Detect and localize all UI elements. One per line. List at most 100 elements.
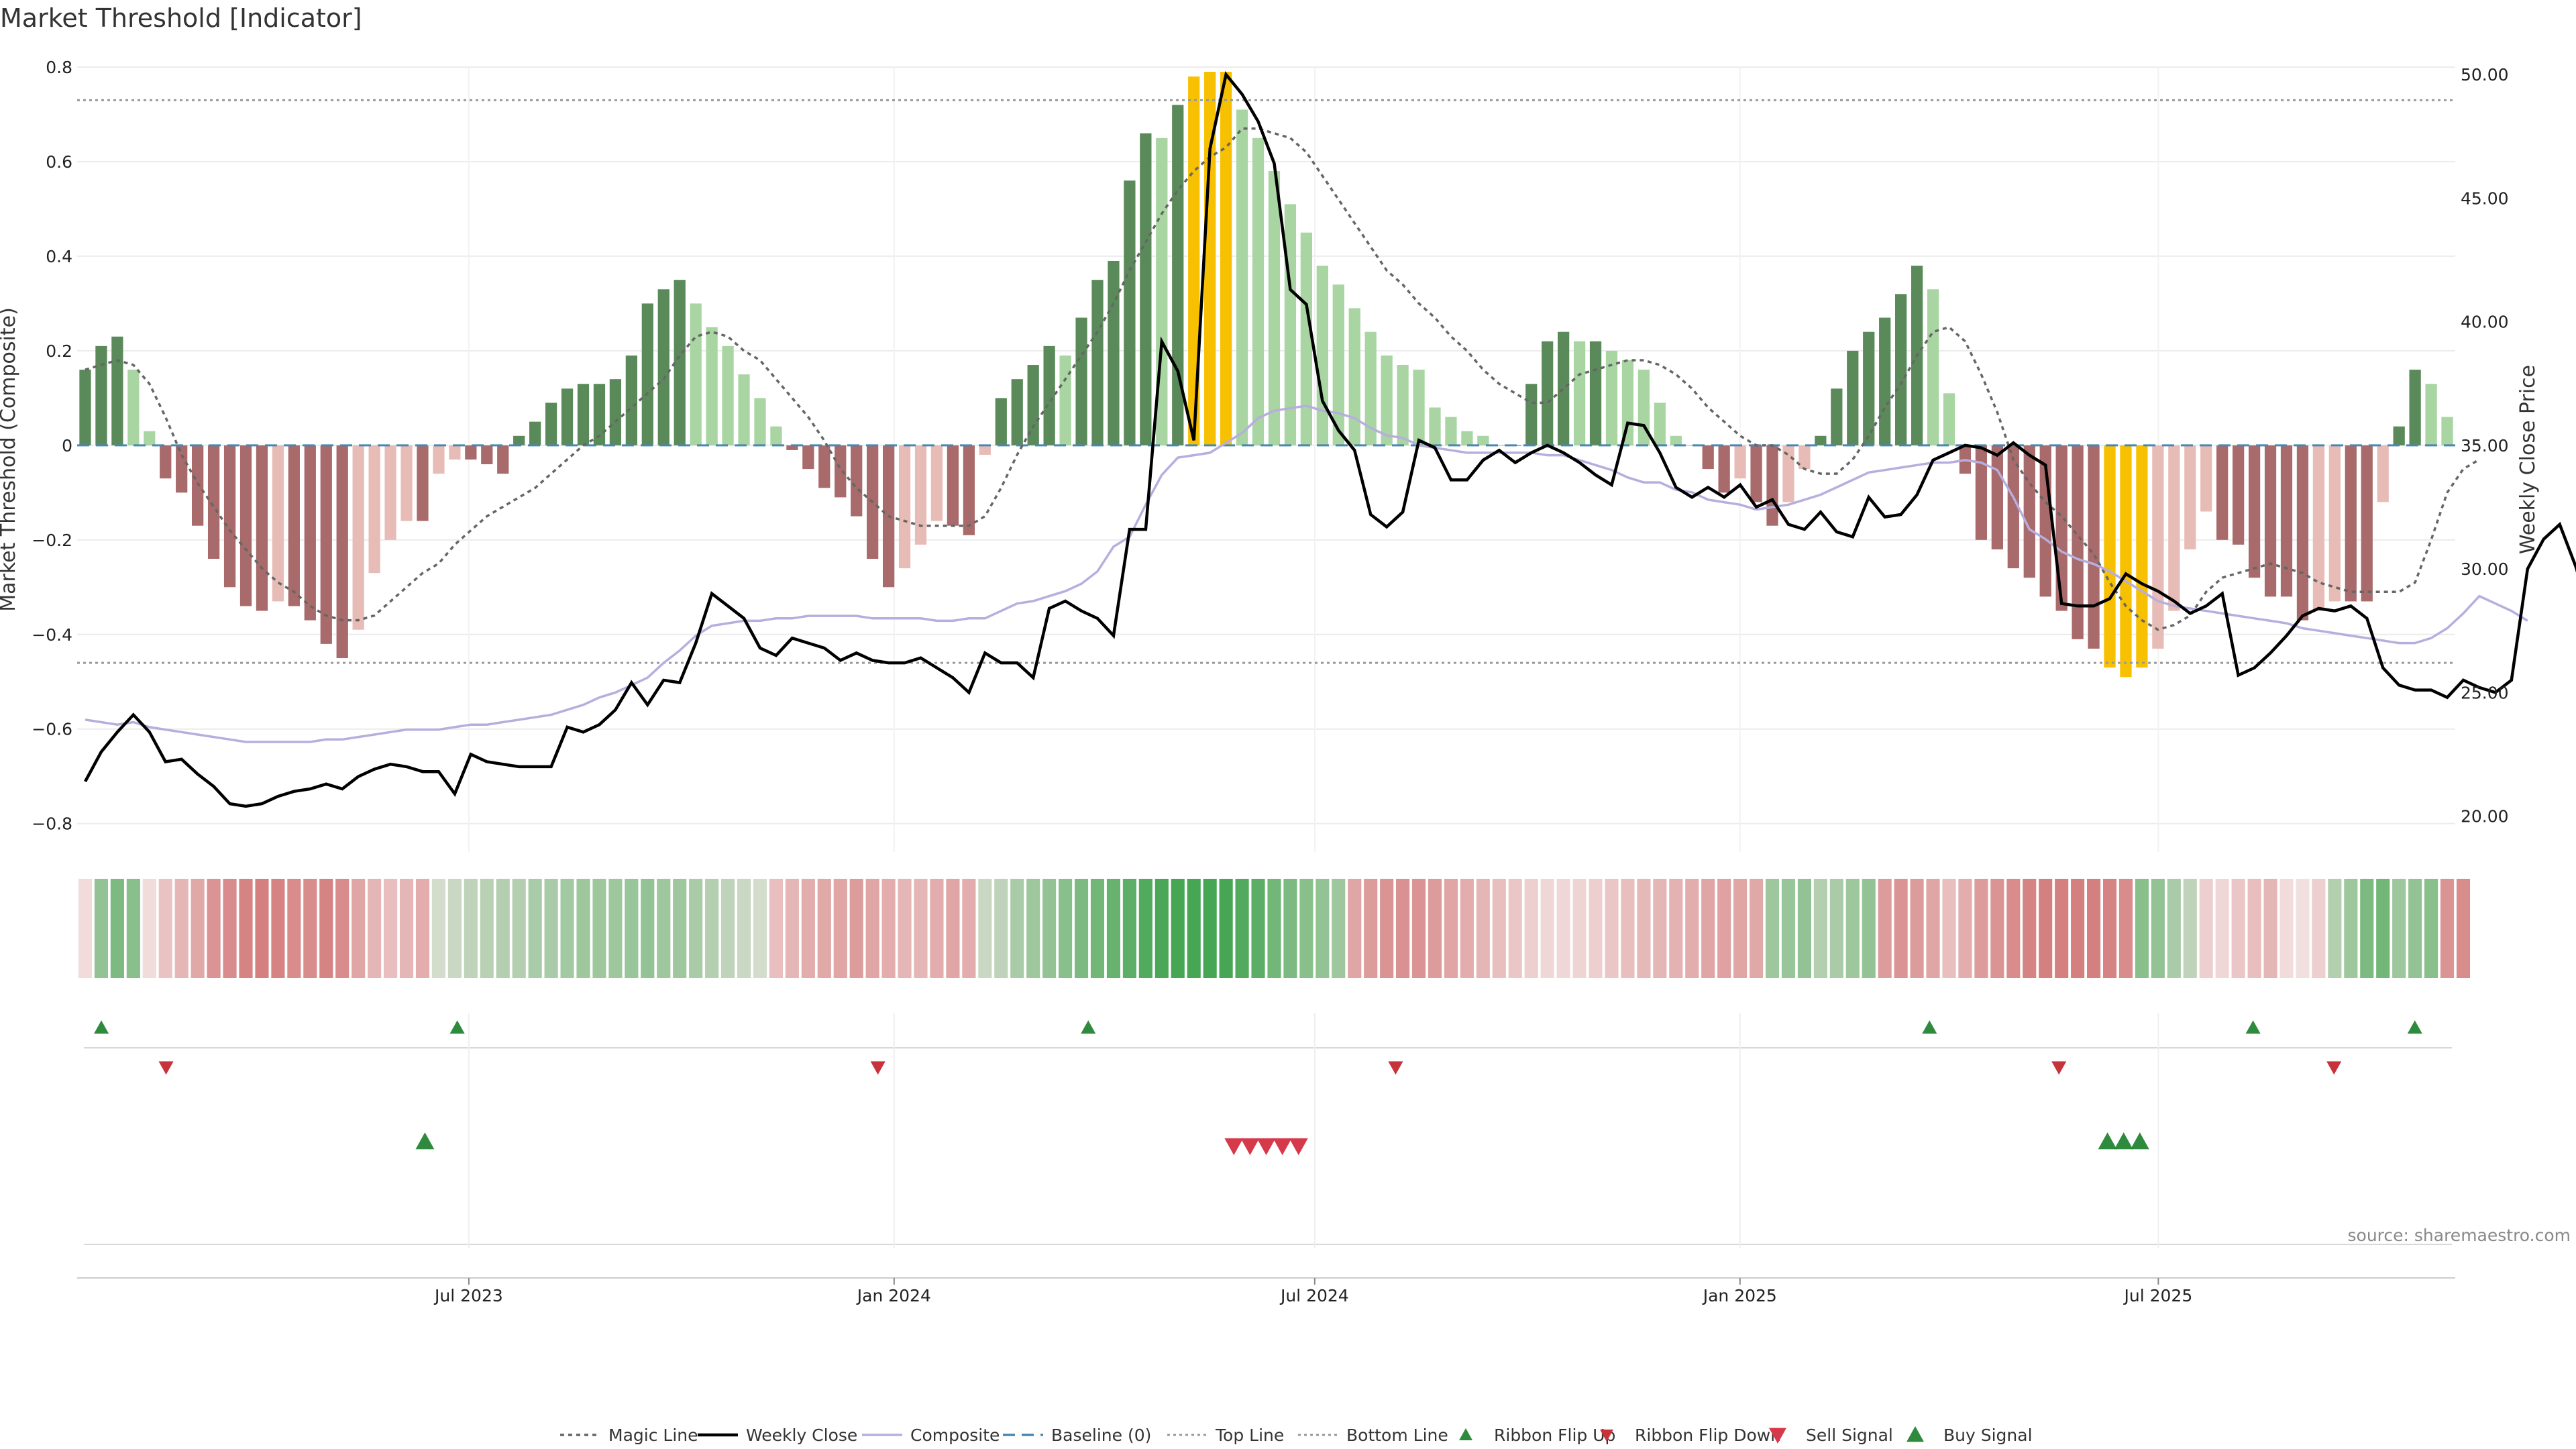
y2-tick-label: 45.00 <box>2461 189 2509 208</box>
composite-bar <box>1236 109 1248 445</box>
composite-bar <box>1895 294 1907 445</box>
composite-bar <box>320 445 332 644</box>
composite-bar <box>1542 341 1554 445</box>
composite-bar <box>1075 317 1087 445</box>
ribbon-flip-up-marker <box>1922 1020 1937 1034</box>
composite-bar <box>770 426 782 445</box>
magic-line <box>85 127 2480 631</box>
sell-signal-marker <box>1256 1138 1276 1155</box>
ribbon-flip-up-marker <box>2407 1020 2422 1034</box>
ribbon-cell <box>705 879 719 978</box>
y2-tick-label: 25.00 <box>2461 683 2509 702</box>
ribbon-cell <box>1332 879 1346 978</box>
ribbon-cell <box>689 879 703 978</box>
composite-bar <box>160 445 172 479</box>
composite-bar <box>674 280 686 445</box>
sell-signal-marker <box>1289 1138 1308 1155</box>
composite-bar <box>1397 365 1409 445</box>
ribbon-cell <box>673 879 687 978</box>
composite-bar <box>304 445 316 621</box>
ribbon-cell <box>2408 879 2422 978</box>
composite-bar <box>1027 365 1039 445</box>
composite-bar <box>2328 445 2341 602</box>
composite-bar <box>1124 180 1136 445</box>
composite-bar <box>898 445 911 569</box>
ribbon-cell <box>1492 879 1506 978</box>
y-tick-label: −0.8 <box>32 814 72 834</box>
composite-bar <box>465 445 477 460</box>
ribbon-cell <box>1894 879 1908 978</box>
ribbon-cell <box>1411 879 1426 978</box>
ribbon-cell <box>2087 879 2101 978</box>
composite-bar <box>786 445 798 450</box>
legend-label: Buy Signal <box>1943 1426 2033 1445</box>
composite-bar <box>851 445 863 517</box>
ribbon-cell <box>2328 879 2342 978</box>
legend-item: Magic Line <box>560 1426 698 1445</box>
ribbon-cell <box>1106 879 1121 978</box>
buy-signal-marker <box>2130 1132 2149 1150</box>
y2-tick-label: 35.00 <box>2461 436 2509 455</box>
ribbon-cell <box>335 879 350 978</box>
y-tick-label: 0.6 <box>46 152 72 172</box>
y-tick-label: −0.4 <box>32 625 72 645</box>
x-tick-label: Jan 2025 <box>1702 1286 1777 1305</box>
ribbon-cell <box>1348 879 1362 978</box>
composite-bar <box>497 445 509 474</box>
ribbon-cell <box>2263 879 2277 978</box>
y2-tick-label: 30.00 <box>2461 559 2509 579</box>
ribbon-cell <box>1733 879 1748 978</box>
composite-bar <box>1381 355 1393 445</box>
legend-item: Ribbon Flip Up <box>1459 1426 1615 1445</box>
ribbon-cell <box>464 879 478 978</box>
ribbon-cell <box>1138 879 1152 978</box>
composite-bar <box>1445 417 1457 445</box>
composite-bar <box>1734 445 1746 479</box>
composite-bar <box>2055 445 2068 611</box>
composite-bar <box>561 388 574 445</box>
composite-bar <box>1059 355 1071 445</box>
ribbon-cell <box>287 879 301 978</box>
ribbon-cell <box>2456 879 2471 978</box>
ribbon-cell <box>1572 879 1587 978</box>
composite-bar <box>1573 341 1586 445</box>
composite-bar <box>176 445 188 493</box>
composite-bar <box>223 445 236 588</box>
ribbon-cell <box>415 879 430 978</box>
ribbon-cell <box>239 879 253 978</box>
ribbon-cell <box>785 879 799 978</box>
composite-bar <box>1863 331 1875 445</box>
ribbon-cell <box>737 879 751 978</box>
sell-signal-marker <box>1240 1138 1260 1155</box>
composite-bar <box>2120 445 2132 678</box>
ribbon-cell <box>2296 879 2310 978</box>
composite-bar <box>1429 407 1441 445</box>
ribbon-cell <box>1878 879 1892 978</box>
ribbon-cell <box>2055 879 2069 978</box>
ribbon-cell <box>1283 879 1297 978</box>
y2-tick-label: 50.00 <box>2461 65 2509 85</box>
composite-bar <box>2361 445 2373 602</box>
composite-bar <box>2296 445 2309 621</box>
legend-label: Ribbon Flip Up <box>1494 1426 1615 1445</box>
composite-bar <box>979 445 991 455</box>
ribbon-cell <box>271 879 285 978</box>
legend-swatch <box>1907 1426 1924 1442</box>
legend-label: Top Line <box>1215 1426 1284 1445</box>
ribbon-cell <box>914 879 928 978</box>
ribbon-cell <box>1765 879 1780 978</box>
composite-bar <box>1766 445 1778 526</box>
ribbon-cell <box>1460 879 1474 978</box>
y-tick-label: −0.2 <box>32 531 72 550</box>
composite-bar <box>192 445 204 526</box>
ribbon-cell <box>1845 879 1860 978</box>
composite-bar <box>818 445 830 488</box>
ribbon-cell <box>1122 879 1136 978</box>
ribbon-cell <box>2071 879 2085 978</box>
composite-bar <box>2280 445 2293 597</box>
legend-item: Baseline (0) <box>1003 1426 1151 1445</box>
composite-bar <box>1477 435 1489 445</box>
composite-bar <box>1702 445 1714 470</box>
ribbon-panel <box>78 879 2471 978</box>
composite-bar <box>2168 445 2180 611</box>
